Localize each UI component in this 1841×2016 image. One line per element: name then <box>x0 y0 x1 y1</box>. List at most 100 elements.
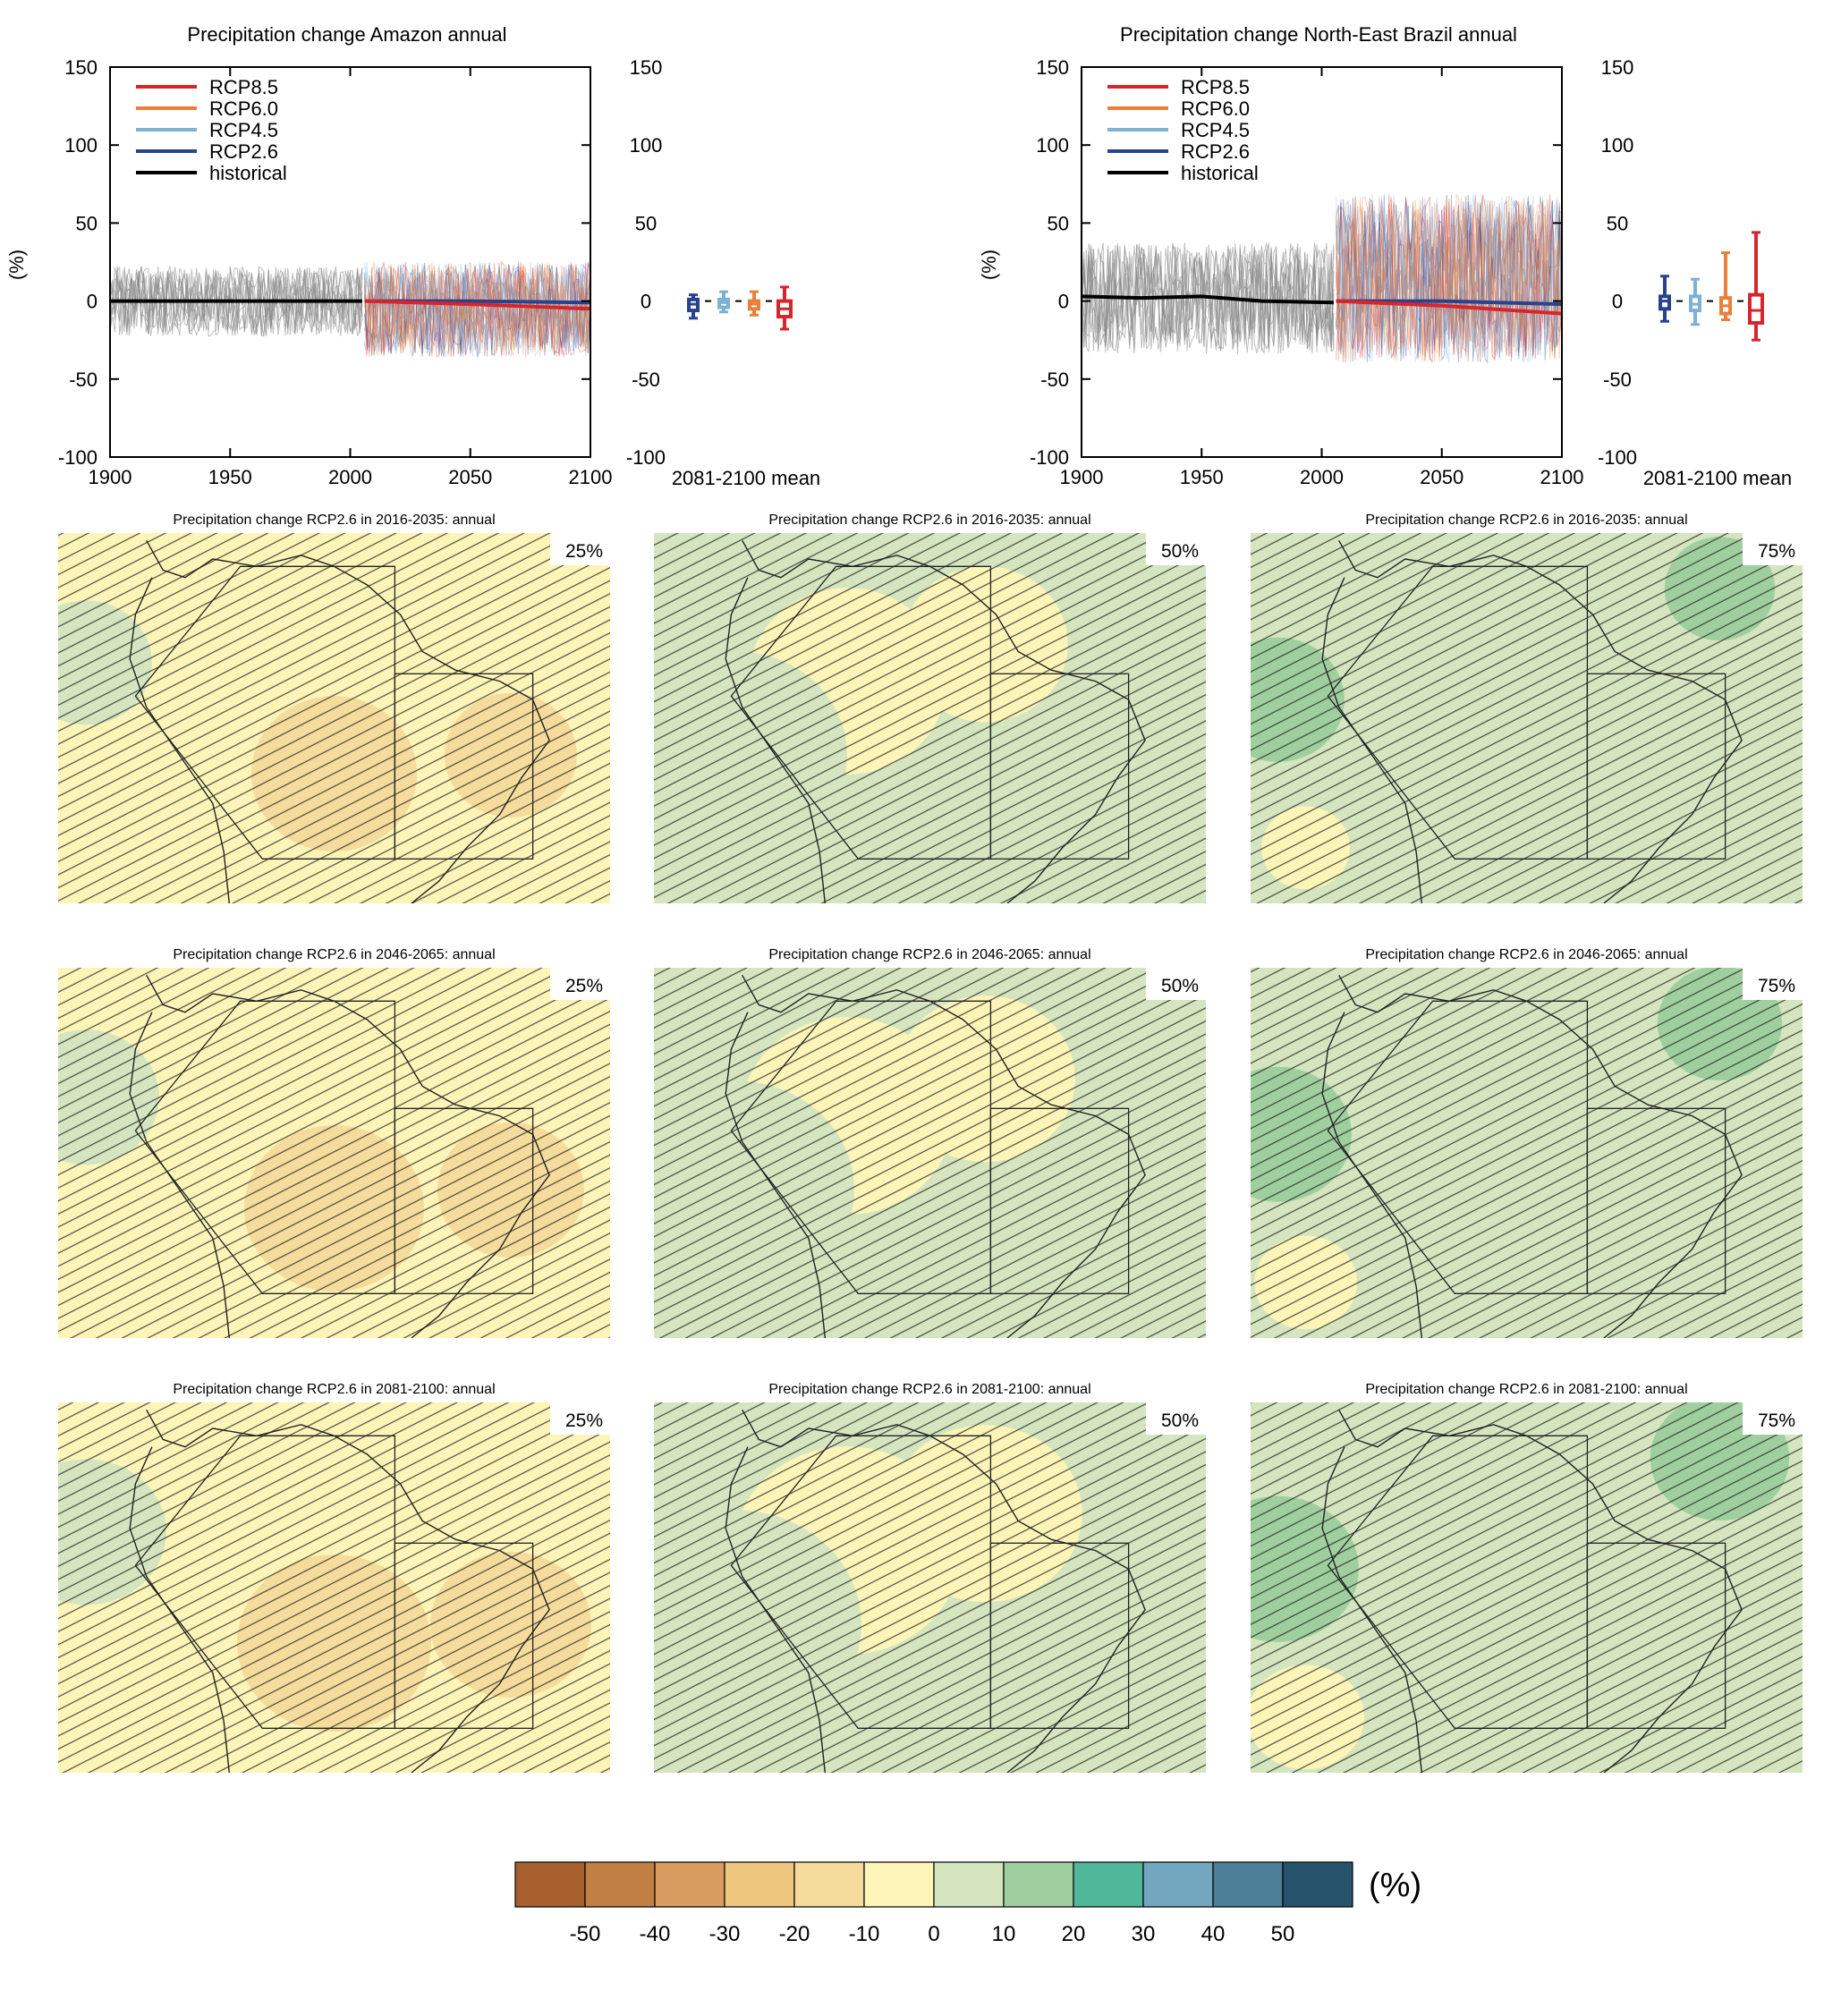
y-tick-label: 0 <box>1058 291 1069 313</box>
right-axis-tick-label: -50 <box>632 368 660 391</box>
map-panel: Precipitation change RCP2.6 in 2081-2100… <box>654 1382 1206 1773</box>
boxplot-box <box>1659 294 1671 311</box>
percentile-label-background <box>1743 968 1803 1000</box>
scenario-ensemble-member <box>364 262 591 358</box>
legend: RCP8.5 RCP6.0 RCP4.5 RCP2.6 historical <box>136 76 287 184</box>
map-field <box>1251 1402 1803 1773</box>
map-panel-title: Precipitation change RCP2.6 in 2016-2035… <box>1365 512 1687 528</box>
percentile-label: 75% <box>1758 976 1795 996</box>
colorbar-tick-label: -40 <box>640 1922 671 1946</box>
boxplot-rcp85 <box>1748 231 1764 342</box>
northeast-brazil-region-outline <box>989 1542 1130 1729</box>
y-tick-label: -50 <box>69 368 98 391</box>
colorbar: -50 -40 -30 -20 -10 0 10 20 30 40 50 (%) <box>514 1861 1421 1946</box>
boxplot-rcp85 <box>776 285 793 331</box>
amazon-region-outline <box>1327 565 1589 860</box>
coastline <box>146 539 550 903</box>
y-tick-label: 0 <box>87 291 98 313</box>
legend-label: RCP2.6 <box>1181 140 1250 163</box>
colorbar-cell <box>584 1861 656 1908</box>
y-tick-label: 50 <box>1048 212 1069 234</box>
scenario-ensemble-member <box>364 262 591 357</box>
x-tick-label: 1950 <box>1180 466 1224 488</box>
plot-area <box>1081 193 1563 364</box>
series-line-rcp85 <box>364 299 591 311</box>
colorbar-cell <box>863 1861 935 1908</box>
scenario-ensemble-member <box>364 261 591 358</box>
colorbar-cell <box>654 1861 725 1908</box>
scenario-ensemble-member <box>364 260 591 356</box>
chart-title: Precipitation change North-East Brazil a… <box>1120 23 1517 46</box>
scenario-ensemble-member <box>1336 194 1563 361</box>
map-hatching <box>654 1402 1206 1773</box>
coastline <box>146 974 550 1338</box>
right-axis-tick-label: 50 <box>1607 212 1628 234</box>
scenario-ensemble-member <box>1336 195 1563 361</box>
scenario-ensemble-member <box>1336 198 1563 363</box>
colorbar-tick-label: -30 <box>709 1922 741 1946</box>
map-panel: Precipitation change RCP2.6 in 2046-2065… <box>654 947 1206 1338</box>
percentile-label-background <box>1146 533 1206 565</box>
scenario-ensemble-member <box>1336 200 1563 362</box>
colorbar-tick-label: 0 <box>928 1922 939 1946</box>
x-tick-label: 1950 <box>208 466 252 488</box>
colorbar-cell <box>724 1861 795 1908</box>
historical-ensemble-member <box>109 266 363 336</box>
scenario-ensemble-member <box>1336 194 1563 362</box>
percentile-label-background <box>1146 1402 1206 1435</box>
colorbar-tick-label: 30 <box>1132 1922 1156 1946</box>
scenario-ensemble-member <box>364 262 591 357</box>
colorbar-tick-label: 20 <box>1062 1922 1086 1946</box>
percentile-label-background <box>550 533 610 565</box>
percentile-label: 25% <box>565 976 603 996</box>
map-panel-title: Precipitation change RCP2.6 in 2081-2100… <box>173 1382 495 1397</box>
y-tick-label: 100 <box>64 134 98 157</box>
amazon-region-outline <box>730 565 992 860</box>
map-hatching <box>1251 533 1803 903</box>
axes: 1900 1950 2000 2050 2100 150 100 50 0 -50 -100 150 1… <box>1030 56 1637 488</box>
colorbar-tick-label: 10 <box>992 1922 1016 1946</box>
boxplot-rcp26 <box>687 293 700 320</box>
map-hatching <box>58 533 610 903</box>
colorbar-cell <box>1003 1861 1074 1908</box>
y-tick-label: -50 <box>1040 368 1069 391</box>
percentile-label: 75% <box>1758 541 1795 562</box>
map-hatching <box>1251 968 1803 1338</box>
amazon-region-outline <box>730 1000 992 1294</box>
coastline <box>1338 539 1743 903</box>
percentile-label: 50% <box>1161 541 1199 562</box>
legend-label: historical <box>209 162 287 184</box>
y-tick-label: -100 <box>1030 446 1069 469</box>
map-field <box>58 1402 610 1773</box>
colorbar-cells <box>514 1861 1353 1908</box>
right-axis-tick-label: 100 <box>630 134 663 157</box>
amazon-region-outline <box>1327 1435 1589 1729</box>
right-axis-tick-label: -50 <box>1603 368 1632 391</box>
map-hatching <box>1251 1402 1803 1773</box>
percentile-label: 25% <box>565 541 603 562</box>
right-axis-tick-label: 150 <box>630 56 663 79</box>
scenario-ensemble-member <box>364 261 591 357</box>
map-field <box>1251 533 1803 903</box>
scenario-ensemble-member <box>364 261 591 356</box>
colorbar-cell <box>1282 1861 1353 1908</box>
percentile-label-background <box>1743 533 1803 565</box>
right-axis-tick-label: 100 <box>1601 134 1634 157</box>
scenario-ensemble-member <box>364 261 591 358</box>
northeast-brazil-region-outline <box>394 1107 534 1294</box>
percentile-label: 50% <box>1161 976 1199 996</box>
y-axis-label: (%) <box>5 250 28 280</box>
x-tick-label: 1900 <box>1060 466 1104 488</box>
map-field <box>654 968 1206 1338</box>
scenario-ensemble-member <box>1336 196 1563 360</box>
scenario-ensemble-member <box>1336 200 1563 364</box>
northeast-brazil-region-outline <box>1586 1542 1726 1729</box>
map-panels-grid: Precipitation change RCP2.6 in 2016-2035… <box>58 512 1803 1773</box>
scenario-ensemble-member <box>1336 195 1563 363</box>
right-axis-tick-label: -100 <box>626 446 666 469</box>
y-tick-label: 150 <box>64 56 98 79</box>
scenario-ensemble-member <box>1336 197 1563 358</box>
right-axis-tick-label: 50 <box>635 212 657 234</box>
map-panel: Precipitation change RCP2.6 in 2081-2100… <box>1251 1382 1803 1773</box>
percentile-label: 75% <box>1758 1410 1795 1431</box>
